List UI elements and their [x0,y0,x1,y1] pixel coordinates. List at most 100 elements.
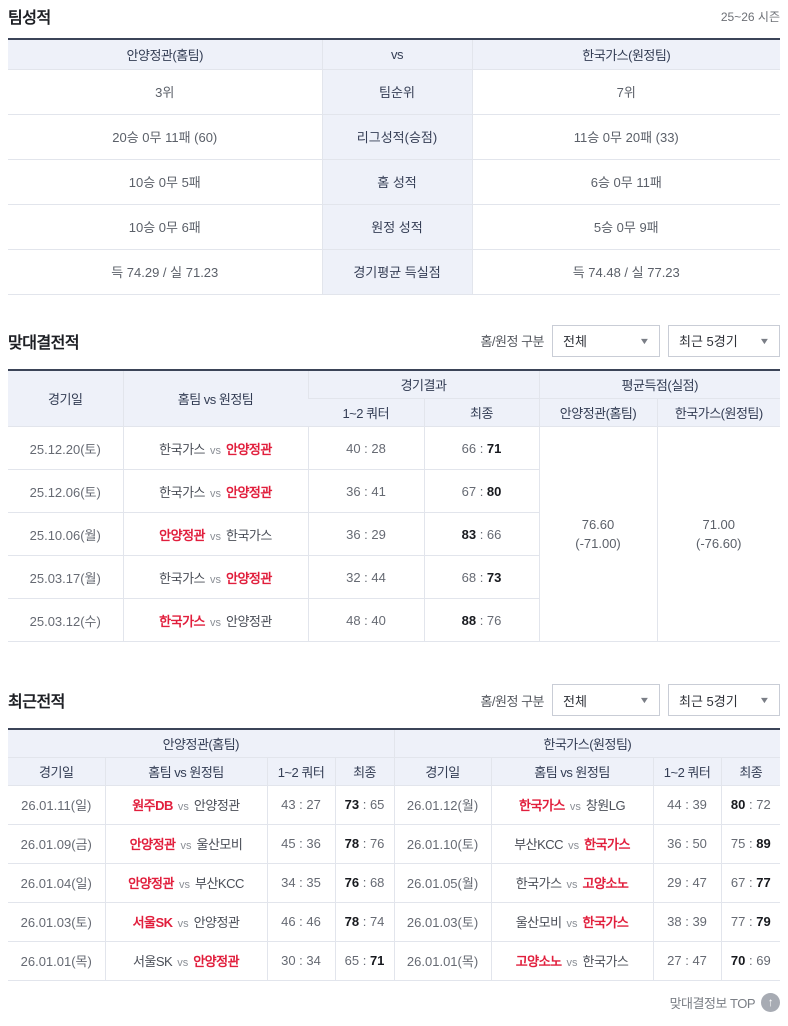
vs-label: vs [210,530,221,543]
score-separator: : [359,914,370,929]
score-separator: : [359,836,370,851]
vs-label: vs [177,918,189,930]
game-date: 26.01.11(일) [8,785,105,825]
final-home-score: 80 [730,797,746,812]
stat-label: 홈 성적 [321,159,473,205]
matchup: 부산KCC vs 한국가스 [490,824,654,864]
away-team-name: 안양정관 [226,613,272,629]
game-date: 25.03.12(수) [8,598,123,642]
away-team-name: 한국가스 [226,527,272,543]
matchup: 서울SK vs 안양정관 [104,902,267,942]
chevron-down-icon: ▼ [758,695,771,705]
final-score: 78 : 74 [334,902,395,942]
col-quarter: 1~2 쿼터 [266,757,335,786]
final-home-score: 88 [461,612,477,628]
col-matchup: 홈팀 vs 원정팀 [490,757,654,786]
col-quarter: 1~2 쿼터 [652,757,722,786]
away-team-header: 한국가스(원정팀) [472,39,780,70]
away-team-name: 부산KCC [194,876,244,891]
final-away-score: 76 [486,612,502,628]
recent-record-row: 26.01.11(일) 원주DB vs 안양정관 43 : 27 73 : 65 26.01… [8,785,781,825]
score-separator: : [745,875,757,890]
home-away-filter-value: 전체 [563,693,587,709]
final-away-score: 73 [486,569,502,585]
quarter-score: 45 : 36 [266,824,335,864]
final-home-score: 67 [461,483,477,499]
filter-label: 홈/원정 구분 [480,693,544,709]
score-separator: : [359,797,370,812]
vs-label: vs [566,918,578,930]
recent-record-row: 26.01.09(금) 안양정관 vs 울산모비 45 : 36 78 : 76 26.01… [8,824,781,864]
final-home-score: 83 [461,526,477,542]
final-home-score: 67 [730,875,746,890]
away-team-name: 한국가스 [582,954,629,969]
matchup: 울산모비 vs 한국가스 [490,902,654,942]
home-team-name: 한국가스 [515,876,562,891]
quarter-score: 36 : 50 [652,824,722,864]
final-score: 67 : 80 [423,469,539,513]
home-team-name: 서울SK [132,954,173,969]
game-range-filter-select[interactable]: 최근 5경기 ▼ [668,684,780,716]
col-date: 경기일 [8,369,123,427]
team-stats-row: 10승 0무 6패 원정 성적 5승 0무 9패 [8,204,780,250]
final-away-score: 79 [756,914,771,929]
col-matchup: 홈팀 vs 원정팀 [104,757,267,786]
vs-header: vs [321,39,473,70]
recent-header-row-2: 경기일 홈팀 vs 원정팀 1~2 쿼터 최종 경기일 홈팀 vs 원정팀 1~… [8,757,781,786]
game-date: 26.01.04(일) [8,863,105,903]
recent-record-row: 26.01.01(목) 서울SK vs 안양정관 30 : 34 65 : 71 26.01… [8,941,781,981]
vs-label: vs [210,616,221,629]
game-range-filter-value: 최근 5경기 [679,334,738,349]
final-score: 66 : 71 [423,426,539,470]
vs-label: vs [177,801,189,813]
vs-label: vs [210,444,221,457]
quarter-score: 34 : 35 [266,863,335,903]
away-team-name: 안양정관 [193,954,240,969]
game-date: 25.12.20(토) [8,426,123,470]
final-score: 78 : 76 [334,824,395,864]
home-team-name: 한국가스 [159,613,205,629]
game-date: 25.10.06(월) [8,512,123,556]
matchup: 한국가스 vs 안양정관 [122,555,308,599]
final-away-score: 71 [486,440,502,456]
score-separator: : [745,797,757,812]
final-away-score: 77 [756,875,771,890]
game-range-filter-select[interactable]: 최근 5경기 ▼ [668,324,780,357]
score-separator: : [745,836,757,851]
team-stats-row: 20승 0무 11패 (60) 리그성적(승점) 11승 0무 20패 (33) [8,114,780,160]
scroll-top-button[interactable]: 맞대결정보 TOP ↑ [670,992,780,1012]
final-away-score: 76 [369,836,385,851]
final-home-score: 78 [344,836,360,851]
head-to-head-filters: 홈/원정 구분 전체 ▼ 최근 5경기 ▼ [480,324,780,357]
matchup: 안양정관 vs 부산KCC [104,863,267,903]
page-footer: 맞대결정보 TOP ↑ [8,992,780,1012]
away-team-name: 한국가스 [584,837,630,852]
recent-record-section: 최근전적 홈/원정 구분 전체 ▼ 최근 5경기 ▼ 안양정관(홈팀 [8,684,781,981]
avg-away-value: 71.00 [702,517,736,532]
matchup: 한국가스 vs 안양정관 [122,469,308,513]
head-to-head-row: 25.03.12(수) 한국가스 vs 안양정관 48 : 40 88 : 76 [8,598,780,642]
team-stats-table: 안양정관(홈팀) vs 한국가스(원정팀) 3위 팀순위 7위 20승 0무 11패 … [8,38,780,295]
game-date: 26.01.05(월) [393,863,492,903]
matchup: 안양정관 vs 한국가스 [122,512,308,556]
home-team-value: 10승 0무 5패 [8,159,322,205]
avg-points-away: 71.00 (-76.60) [656,426,781,642]
quarter-score: 38 : 39 [652,902,722,942]
matchup: 원주DB vs 안양정관 [104,785,267,825]
home-away-filter-select[interactable]: 전체 ▼ [552,684,660,716]
season-label: 25~26 시즌 [720,9,780,24]
vs-label: vs [566,879,578,891]
chevron-down-icon: ▼ [758,335,771,346]
col-date: 경기일 [8,757,105,786]
away-team-name: 안양정관 [193,915,240,930]
avg-home-note: (-71.00) [575,536,621,551]
final-score: 73 : 65 [334,785,395,825]
vs-label: vs [210,573,221,586]
home-away-filter-select[interactable]: 전체 ▼ [552,324,660,357]
home-team-name: 안양정관 [128,876,174,891]
home-team-header: 안양정관(홈팀) [8,39,322,70]
home-team-value: 20승 0무 11패 (60) [8,114,322,160]
vs-label: vs [568,840,580,852]
avg-home-value: 76.60 [581,517,615,532]
final-away-score: 89 [756,836,771,851]
